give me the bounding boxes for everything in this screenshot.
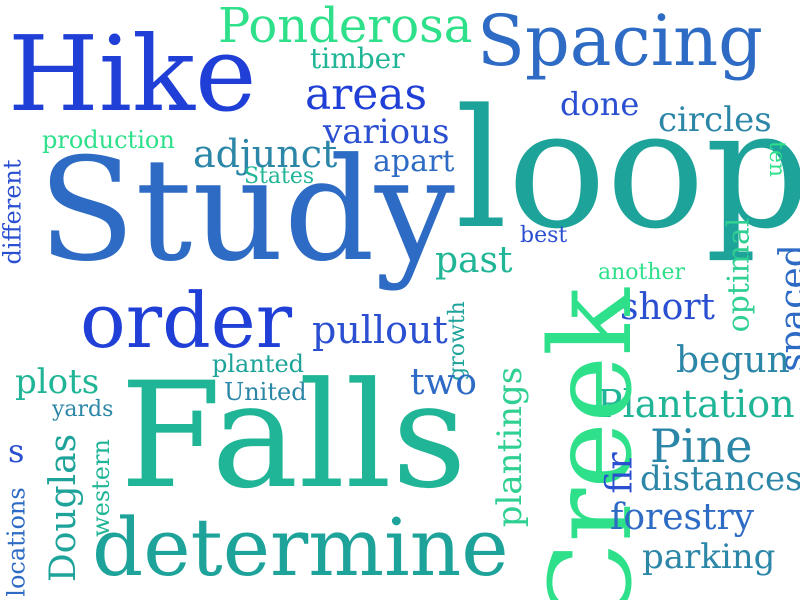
word-short: short [620,287,716,328]
word-loop: loop [455,74,800,265]
word-forestry: forestry [610,497,754,538]
word-ten: ten [764,140,790,178]
word-planted: planted [212,350,305,378]
word-pine: Pine [650,419,753,473]
word-yards: yards [52,397,114,422]
word-falls: Falls [120,351,467,521]
word-timber: timber [310,42,405,75]
word-creek: Creek [526,288,657,600]
word-study: Study [38,128,455,293]
word-done: done [560,85,640,123]
word-production: production [42,126,175,154]
word-order: order [80,276,293,365]
word-distances: distances [640,459,800,499]
word-states: States [244,164,315,189]
word-pullout: pullout [312,308,448,352]
word-determine: determine [92,501,509,594]
word-spacing: Spacing [477,0,763,82]
word-best: best [520,223,568,248]
word-locations: locations [2,487,31,597]
word-different: different [0,159,27,265]
word-plots: plots [15,362,100,402]
word-optimal: optimal [721,217,757,333]
word-ponderosa: Ponderosa [218,0,473,54]
word-douglas: Douglas [43,433,85,583]
word-two: two [410,362,477,403]
word-circles: circles [658,100,772,140]
word-fir: fir [599,452,641,494]
word-hike: Hike [8,13,257,135]
word-apart: apart [373,144,455,179]
word-past: past [435,240,513,281]
word-parking: parking [642,537,776,577]
word-various: various [323,112,450,152]
word-s: s [8,432,25,470]
word-adjunct: adjunct [193,132,338,176]
word-begun: begun [676,340,790,381]
word-areas: areas [305,69,428,120]
word-another: another [598,260,686,285]
word-united: United [224,378,307,406]
word-plantation: Plantation [597,382,795,426]
